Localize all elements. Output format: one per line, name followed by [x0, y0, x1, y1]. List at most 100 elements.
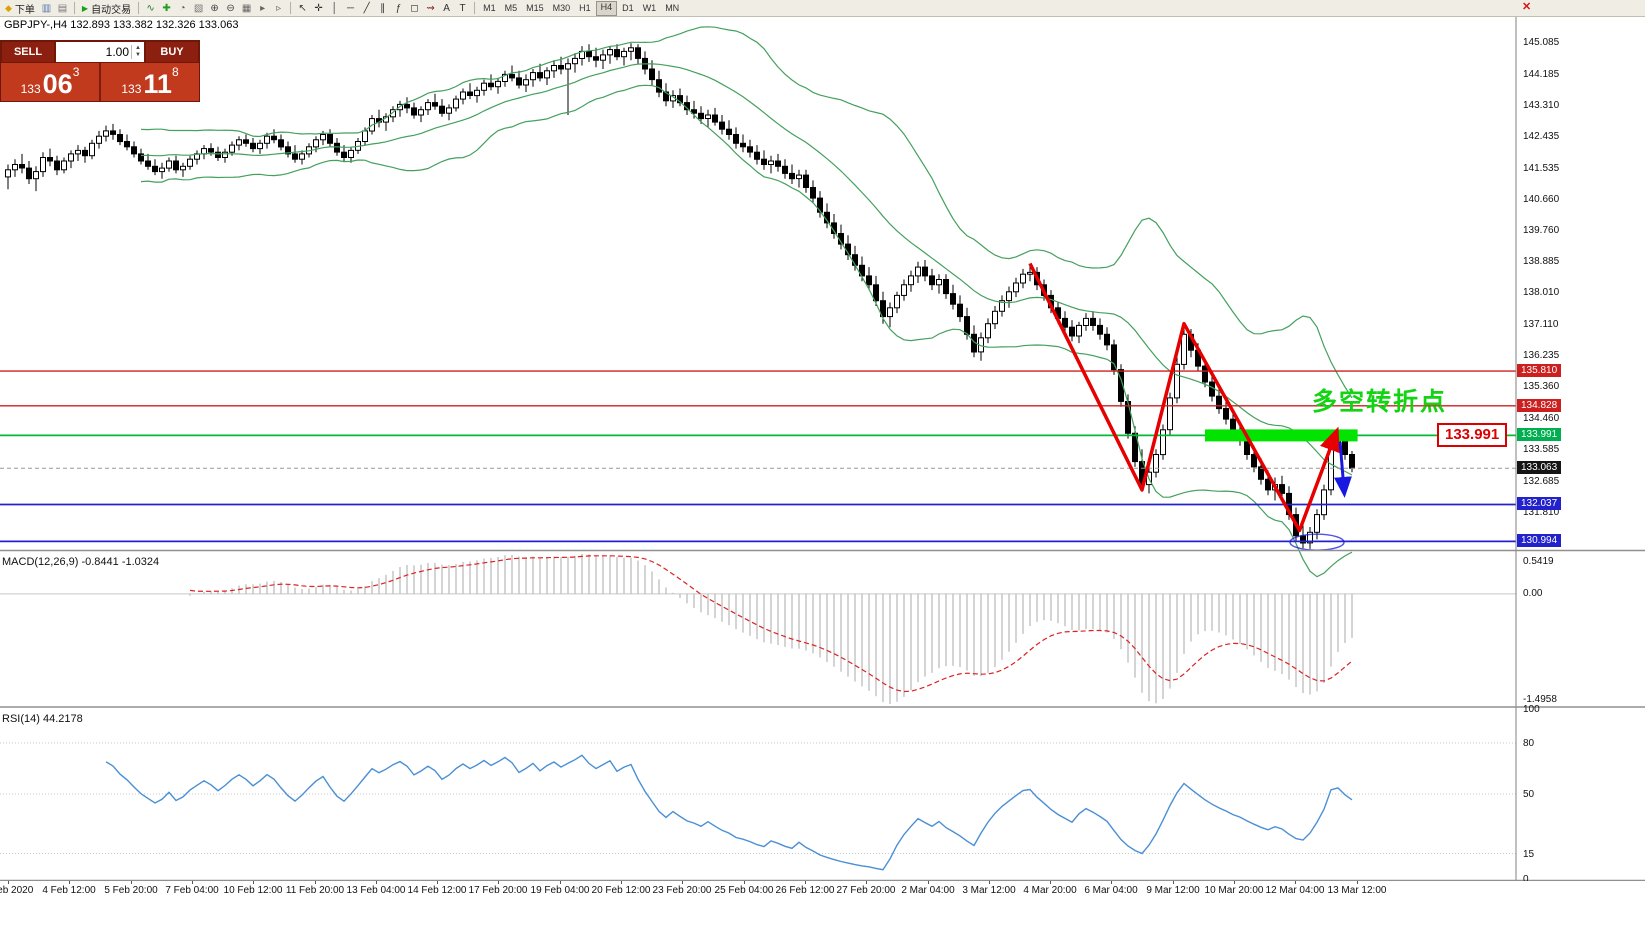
horizontal-line-icon[interactable]: ─: [347, 2, 355, 14]
arrows-icon[interactable]: ⇝: [426, 2, 435, 14]
price-axis[interactable]: 145.085 144.185 143.310 142.435 141.535 140.6…: [1516, 0, 1645, 885]
time-axis-tick: [437, 881, 438, 884]
profiles-icon[interactable]: ▤: [57, 2, 68, 14]
zoom-in-icon[interactable]: ⊕: [210, 2, 219, 14]
volume-stepper[interactable]: ▲ ▼: [55, 41, 145, 63]
volume-input[interactable]: [56, 45, 131, 59]
time-axis-tick: [1050, 881, 1051, 884]
toolbar-separator: [138, 2, 140, 14]
one-click-trading-panel: SELL ▲ ▼ BUY 133 06 3 133 11 8: [0, 40, 200, 102]
timeframe-m30[interactable]: M30: [552, 2, 571, 13]
shapes-icon[interactable]: ◻: [410, 2, 419, 14]
time-axis-tick: [1357, 881, 1358, 884]
text-icon[interactable]: A: [443, 2, 450, 14]
time-axis-tick: [192, 881, 193, 884]
timeframe-h1[interactable]: H1: [579, 2, 591, 13]
price-axis-tick: 136.235: [1523, 350, 1560, 361]
toolbar-draw-group: ↖ ✛ │ ─ ╱ ∥ ƒ ◻ ⇝ A T: [295, 2, 470, 15]
trendline-icon[interactable]: ╱: [363, 2, 370, 14]
cursor-icon[interactable]: ↖: [298, 2, 307, 14]
time-axis-label: 26 Feb 12:00: [775, 885, 835, 896]
time-axis-tick: [928, 881, 929, 884]
template-icon[interactable]: ▧: [193, 2, 204, 14]
time-axis-tick: [1234, 881, 1235, 884]
timeframe-mn[interactable]: MN: [665, 2, 680, 13]
price-axis-tick: 144.185: [1523, 69, 1560, 80]
time-axis-tick: [69, 881, 70, 884]
label-icon[interactable]: T: [459, 2, 466, 14]
time-axis-tick: [805, 881, 806, 884]
auto-scroll-icon[interactable]: ▸: [260, 2, 266, 14]
time-axis-label: 5 Feb 20:00: [104, 885, 158, 896]
timeframe-d1[interactable]: D1: [622, 2, 634, 13]
time-axis-label: 6 Mar 04:00: [1084, 885, 1138, 896]
price-axis-tick: 133.585: [1523, 444, 1560, 455]
timeframe-h4[interactable]: H4: [595, 0, 618, 16]
timeframe-m5[interactable]: M5: [504, 2, 518, 13]
zoom-out-icon[interactable]: ⊖: [226, 2, 235, 14]
time-axis-tick: [1111, 881, 1112, 884]
new-order-label: 下单: [14, 4, 35, 16]
volume-up-icon[interactable]: ▲: [135, 45, 141, 51]
close-icon[interactable]: ✕: [1522, 1, 1532, 13]
bollinger-band: [140, 26, 1353, 399]
macd-label: MACD(12,26,9) -0.8441 -1.0324: [2, 556, 160, 568]
volume-down-icon[interactable]: ▼: [135, 52, 141, 58]
rsi-axis-tick: 100: [1523, 704, 1540, 715]
price-axis-tick: 141.535: [1523, 163, 1560, 174]
macd-axis-tick: -1.4958: [1523, 694, 1557, 705]
time-axis-label: 3 Mar 12:00: [962, 885, 1016, 896]
zigzag-arrow: [1028, 262, 1340, 533]
autotrade-label: 自动交易: [91, 4, 132, 16]
rsi-axis-tick: 0: [1523, 874, 1529, 885]
sell-price-big: 06: [42, 69, 73, 99]
sell-button[interactable]: SELL: [1, 41, 55, 63]
fibonacci-icon[interactable]: ƒ: [395, 2, 402, 14]
time-axis-label: 11 Feb 20:00: [285, 885, 345, 896]
price-badge: 130.994: [1517, 534, 1562, 547]
add-indicator-icon[interactable]: ✚: [162, 2, 171, 14]
time-axis-label: 25 Feb 04:00: [714, 885, 774, 896]
symbol-info: GBPJPY-,H4 132.893 133.382 132.326 133.0…: [4, 19, 239, 31]
time-axis-tick: [8, 881, 9, 884]
vertical-line-icon[interactable]: │: [331, 2, 338, 14]
price-axis-tick: 131.810: [1523, 507, 1560, 518]
tile-windows-icon[interactable]: ▦: [241, 2, 252, 14]
time-axis-label: 14 Feb 12:00: [407, 885, 467, 896]
indicators-icon[interactable]: ∿: [146, 2, 155, 14]
time-axis-label: 10 Mar 20:00: [1204, 885, 1264, 896]
price-axis-tick: 138.885: [1523, 256, 1560, 267]
timeframe-m1[interactable]: M1: [483, 2, 496, 13]
toolbar-separator: [474, 2, 476, 14]
chart-shift-icon[interactable]: ▹: [276, 2, 282, 14]
time-axis-label: 20 Feb 12:00: [591, 885, 651, 896]
toolbar-left-group: ▥ ▤: [39, 2, 70, 15]
channel-icon[interactable]: ∥: [380, 2, 386, 14]
period-icon[interactable]: ◔: [179, 2, 186, 14]
candlestick-series: [5, 43, 1355, 549]
price-badge: 133.991: [1517, 428, 1562, 441]
autotrade-button[interactable]: ▶ 自动交易: [79, 1, 134, 16]
crosshair-icon[interactable]: ✛: [314, 2, 323, 14]
new-order-button[interactable]: ◆ 下单: [2, 1, 38, 16]
time-axis-tick: [1173, 881, 1174, 884]
time-axis-tick: [376, 881, 377, 884]
timeframe-m15[interactable]: M15: [526, 2, 544, 13]
buy-button[interactable]: BUY: [145, 41, 199, 63]
bollinger-band: [140, 63, 1353, 476]
time-axis-tick: [989, 881, 990, 884]
rsi-line: [105, 754, 1353, 871]
toolbar: ◆ 下单 ▥ ▤ ▶ 自动交易 ∿ ✚ ◔ ▧ ⊕ ⊖ ▦ ▸ ▹ ↖ ✛ │ ─ ╱ ∥ ƒ ◻ ⇝ A T M1 M…: [0, 0, 1645, 17]
time-axis-label: 4 Feb 12:00: [42, 885, 96, 896]
sell-price[interactable]: 133 06 3: [1, 63, 101, 101]
price-badge: 133.063: [1517, 461, 1562, 474]
buy-price[interactable]: 133 11 8: [101, 63, 199, 101]
time-axis-label: 27 Feb 20:00: [836, 885, 896, 896]
time-axis-tick: [253, 881, 254, 884]
charts-icon[interactable]: ▥: [41, 2, 52, 14]
timeframe-w1[interactable]: W1: [642, 2, 657, 13]
time-axis[interactable]: 3 Feb 2020 4 Feb 12:00 5 Feb 20:00 7 Feb 04…: [0, 881, 1645, 901]
time-axis-label: 17 Feb 20:00: [468, 885, 528, 896]
time-axis-label: 4 Mar 20:00: [1023, 885, 1077, 896]
